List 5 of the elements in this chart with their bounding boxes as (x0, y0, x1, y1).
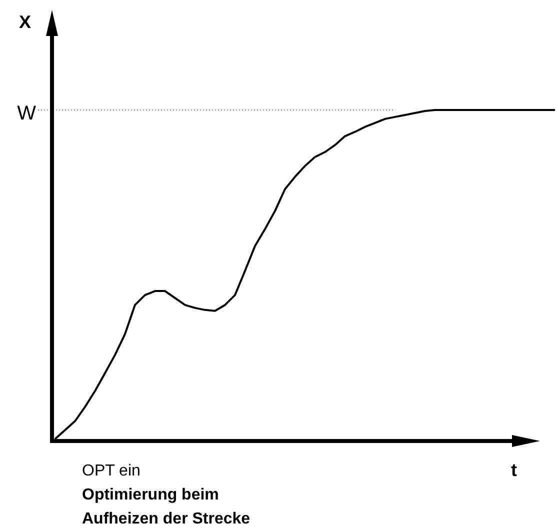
text: Optimierung beim Aufheizen der Strecke (82, 486, 250, 528)
text: OPT ein (82, 462, 140, 480)
y-axis-title: X (18, 12, 32, 32)
x-axis-title: t (511, 460, 517, 480)
ref-line-label: W (17, 102, 36, 125)
